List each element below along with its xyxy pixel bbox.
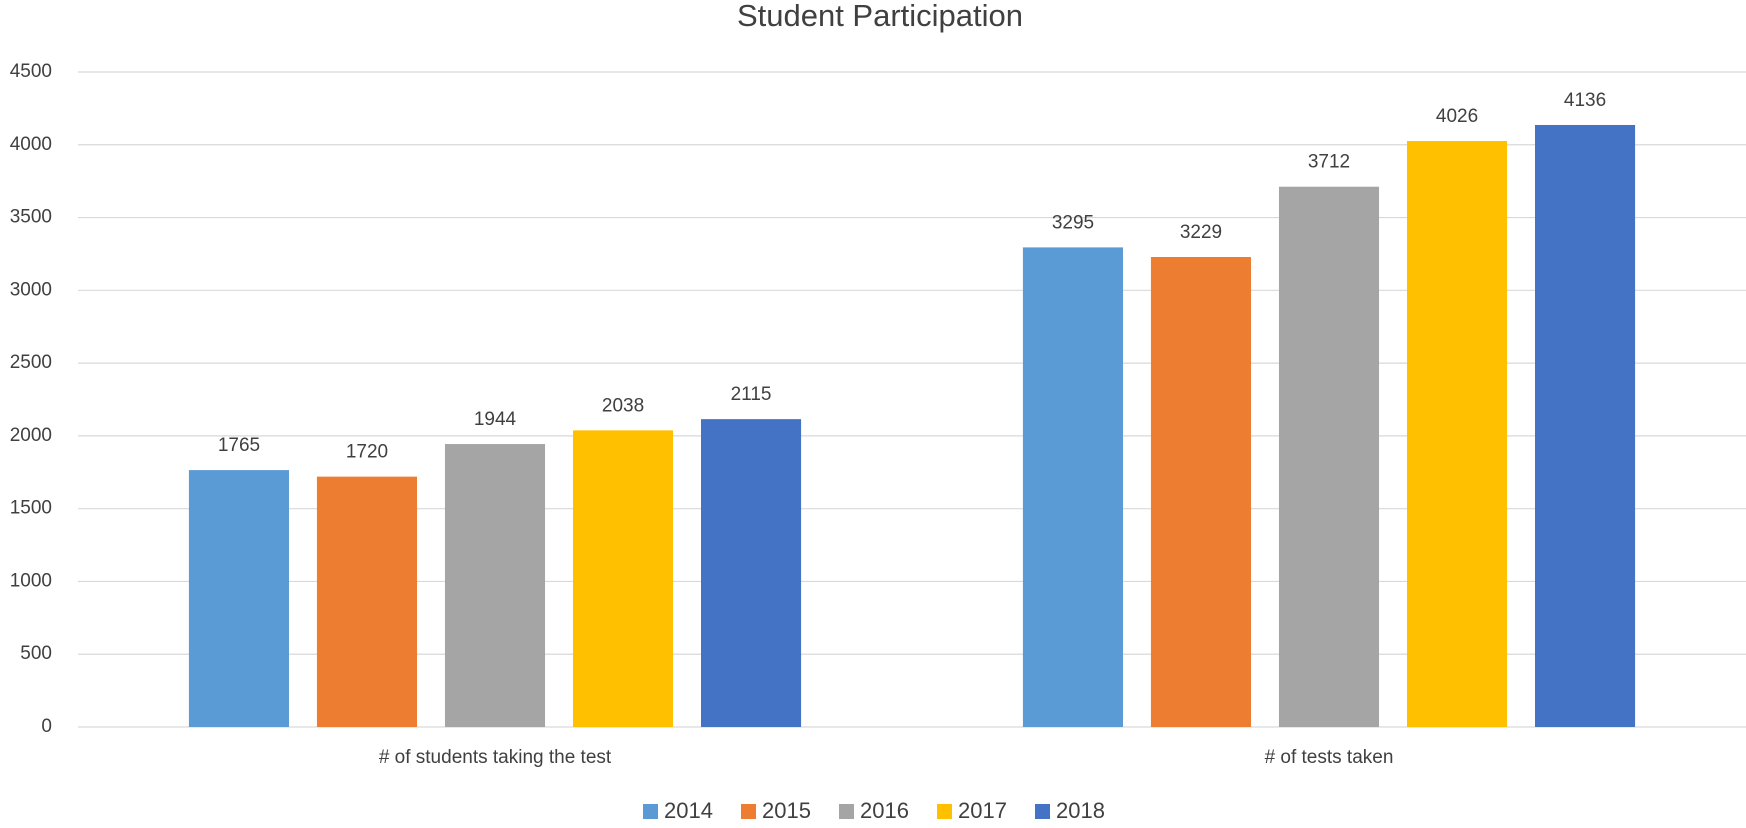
bar [1022, 247, 1124, 727]
bar [700, 419, 802, 727]
y-tick-label: 2500 [10, 352, 52, 373]
data-label: 2038 [602, 395, 644, 416]
y-tick-label: 1000 [10, 570, 52, 591]
y-tick-label: 2000 [10, 425, 52, 446]
legend-swatch [741, 804, 756, 819]
legend-swatch [1035, 804, 1050, 819]
y-tick-label: 3000 [10, 279, 52, 300]
bar [572, 430, 674, 727]
data-label: 3712 [1308, 152, 1350, 173]
data-label: 1944 [474, 409, 517, 430]
bar [444, 444, 546, 727]
legend-label: 2015 [762, 798, 811, 823]
y-tick-label: 500 [20, 643, 52, 664]
bar [1534, 124, 1636, 727]
data-label: 1720 [346, 442, 388, 463]
legend-label: 2018 [1056, 798, 1105, 823]
x-tick-label: # of tests taken [1265, 747, 1394, 768]
y-tick-label: 0 [41, 716, 52, 737]
bar [188, 470, 290, 727]
legend-label: 2014 [664, 798, 713, 823]
data-label: 3295 [1052, 212, 1094, 233]
bar [1406, 140, 1508, 727]
data-label: 2115 [731, 384, 772, 405]
y-tick-label: 1500 [10, 498, 52, 519]
x-tick-label: # of students taking the test [379, 747, 612, 768]
bar [316, 476, 418, 727]
y-tick-label: 3500 [10, 207, 52, 228]
legend-label: 2017 [958, 798, 1007, 823]
bar [1150, 257, 1252, 727]
y-tick-label: 4500 [10, 61, 52, 82]
data-label: 4136 [1564, 90, 1606, 111]
data-label: 1765 [218, 435, 260, 456]
data-label: 4026 [1436, 106, 1478, 127]
legend-label: 2016 [860, 798, 909, 823]
legend-swatch [643, 804, 658, 819]
legend-swatch [839, 804, 854, 819]
data-label: 3229 [1180, 222, 1222, 243]
bar [1278, 186, 1380, 728]
chart-title: Student Participation [737, 0, 1023, 33]
y-tick-label: 4000 [10, 134, 52, 155]
legend-swatch [937, 804, 952, 819]
